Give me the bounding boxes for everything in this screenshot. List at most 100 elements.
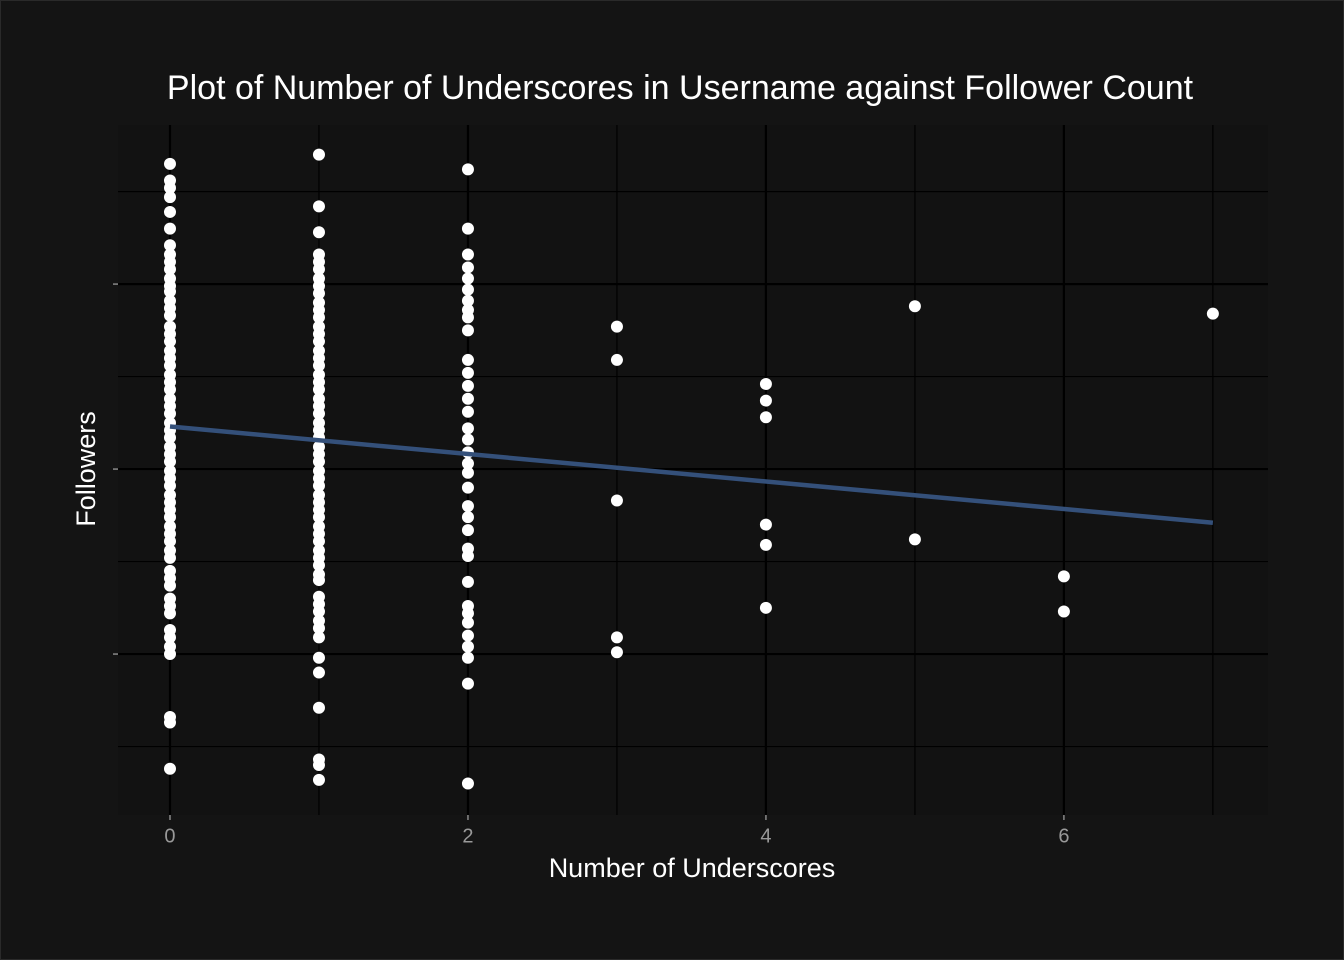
point [759,394,772,407]
point [312,359,325,372]
point [461,163,474,176]
point [461,524,474,537]
point [461,353,474,366]
point [163,511,176,524]
point [312,335,325,348]
point [312,574,325,587]
point [461,405,474,418]
point [312,631,325,644]
point [461,366,474,379]
point [312,200,325,213]
point [610,494,623,507]
x-axis-label: Number of Underscores [549,853,836,883]
x-tick-label: 2 [462,825,473,847]
point [610,646,623,659]
point [163,205,176,218]
point [1057,570,1070,583]
point [1057,605,1070,618]
point [461,550,474,563]
point [312,479,325,492]
point [312,383,325,396]
point [461,294,474,307]
point [312,651,325,664]
point [163,359,176,372]
point [461,392,474,405]
point [312,666,325,679]
point [163,263,176,276]
point [163,335,176,348]
point [461,433,474,446]
point [312,311,325,324]
point [163,191,176,204]
point [759,601,772,614]
x-tick-label: 0 [164,825,175,847]
point [610,320,623,333]
point [461,777,474,790]
point [610,353,623,366]
point [461,481,474,494]
trend-line [169,424,1214,525]
point [461,422,474,435]
point [163,762,176,775]
point [461,466,474,479]
point [312,455,325,468]
point [312,148,325,161]
point [461,500,474,513]
point [461,261,474,274]
point [759,518,772,531]
point [1206,307,1219,320]
chart-title: Plot of Number of Underscores in Usernam… [167,69,1194,107]
point [163,631,176,644]
point [461,248,474,261]
point [312,701,325,714]
point [312,407,325,420]
point [163,479,176,492]
point [163,716,176,729]
point [163,579,176,592]
point [312,511,325,524]
point [163,383,176,396]
point [163,607,176,620]
point [312,773,325,786]
point [461,607,474,620]
point [163,455,176,468]
point [908,300,921,313]
point [163,431,176,444]
point [461,616,474,629]
point [163,222,176,235]
point [461,640,474,653]
point [312,263,325,276]
point [759,377,772,390]
point [461,457,474,470]
point [163,551,176,564]
point [312,226,325,239]
y-axis-label: Followers [71,411,101,527]
point [461,379,474,392]
point [163,181,176,194]
point [461,575,474,588]
point [461,311,474,324]
point [163,648,176,661]
point [312,759,325,772]
point [163,239,176,252]
point [610,631,623,644]
point [759,411,772,424]
point [163,535,176,548]
point [312,622,325,635]
point [461,677,474,690]
point [163,309,176,322]
point [759,538,772,551]
point [461,222,474,235]
point [312,287,325,300]
point [163,285,176,298]
point [163,157,176,170]
point [908,533,921,546]
point [312,559,325,572]
point [312,605,325,618]
point [461,651,474,664]
x-tick-label: 4 [760,825,771,847]
point [461,629,474,642]
point [312,535,325,548]
